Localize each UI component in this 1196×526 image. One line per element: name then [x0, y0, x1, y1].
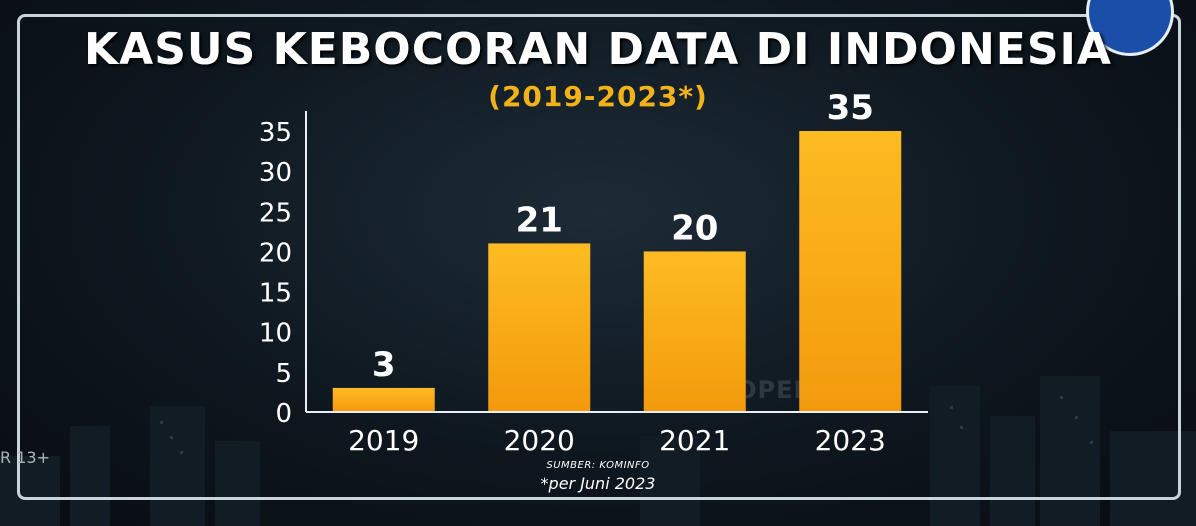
x-category-label: 2020: [504, 424, 575, 457]
source-text: SUMBER: KOMINFO: [546, 460, 650, 471]
bar-2023: [799, 131, 902, 412]
y-tick-label: 35: [259, 118, 292, 148]
chart-title: KASUS KEBOCORAN DATA DI INDONESIA: [84, 24, 1112, 75]
footnote-text: *per Juni 2023: [540, 474, 656, 493]
bar-2021: [643, 251, 746, 412]
y-tick-label: 15: [259, 279, 292, 309]
data-label: 20: [671, 208, 718, 248]
y-tick-label: 20: [259, 238, 292, 268]
bar-2020: [488, 243, 591, 412]
chart-frame: [17, 14, 1181, 500]
y-tick-label: 0: [275, 399, 292, 429]
city-skyline-background: [0, 376, 1196, 526]
rating-badge: R 13+: [0, 448, 50, 467]
y-tick-label: 25: [259, 198, 292, 228]
y-tick-label: 10: [259, 319, 292, 349]
x-category-label: 2023: [815, 424, 886, 457]
data-label: 21: [516, 200, 563, 240]
bar-2019: [332, 387, 435, 412]
y-tick-label: 30: [259, 158, 292, 188]
x-category-label: 2021: [659, 424, 730, 457]
chart-subtitle: (2019-2023*): [488, 80, 708, 113]
x-category-label: 2019: [348, 424, 419, 457]
y-tick-label: 5: [275, 359, 292, 389]
data-label: 35: [827, 88, 874, 128]
data-label: 3: [372, 345, 396, 385]
